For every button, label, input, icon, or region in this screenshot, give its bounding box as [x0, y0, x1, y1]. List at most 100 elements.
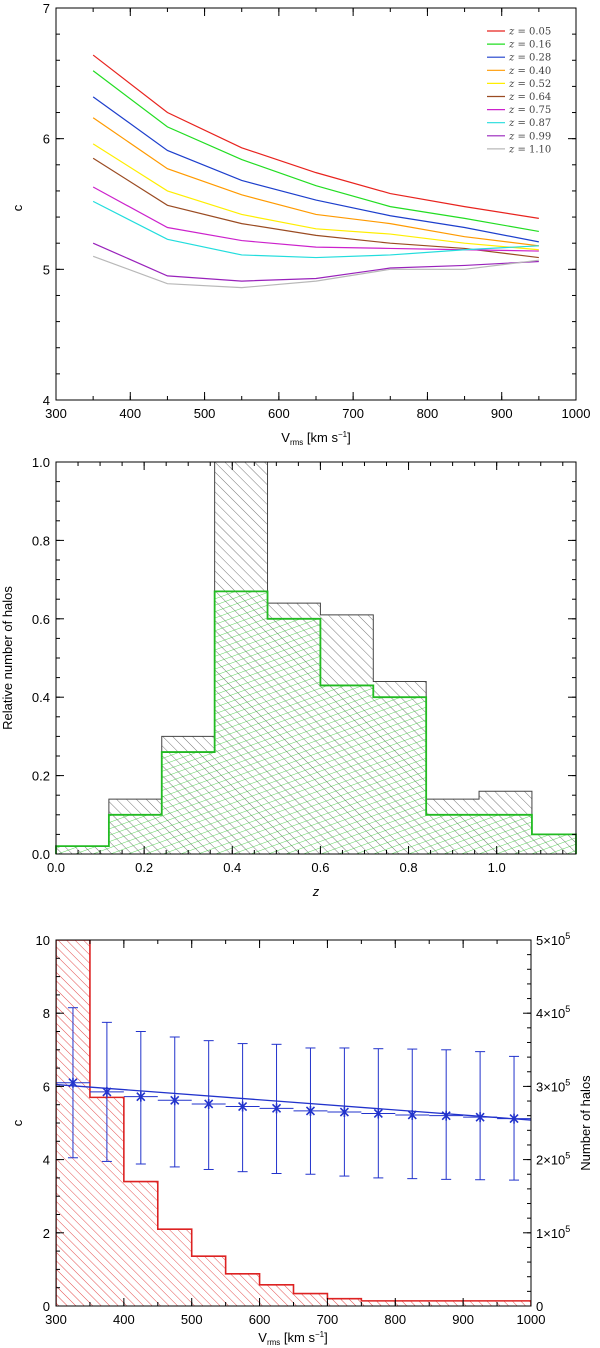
x-tick-label: 0.2: [135, 860, 153, 875]
x-tick-label: 600: [268, 406, 290, 421]
y-tick-label: 1.0: [32, 455, 50, 470]
y-tick-label: 5: [43, 262, 50, 277]
series-line: [92, 70, 539, 233]
halo-count-histogram: [56, 940, 531, 1306]
x-tick-label: 900: [452, 1312, 474, 1327]
x-axis-label: Vrms [km s−1]: [281, 430, 350, 447]
data-point-marker: [475, 1112, 485, 1123]
x-tick-label: 300: [45, 1312, 67, 1327]
legend-label: z = 0.52: [508, 79, 551, 90]
y2-tick-label: 1×105: [536, 1224, 570, 1241]
data-point-marker: [238, 1101, 248, 1112]
histogram-bar: [259, 1284, 294, 1306]
data-point-marker: [271, 1103, 282, 1114]
histogram-bar: [293, 1293, 328, 1306]
data-point-marker: [373, 1108, 383, 1119]
y-tick-label: 0.4: [32, 690, 50, 705]
histogram-bar: [320, 685, 374, 854]
histogram-bar: [327, 1298, 362, 1306]
x-axis-ticks: 0.0 0.2 0.4 0.6 0.8 1.0: [47, 462, 564, 875]
y-tick-label: 6: [43, 1079, 50, 1094]
y-axis-ticks: 4 5 6 7: [43, 1, 576, 408]
y-axis-ticks: 0 2 4 6 8 10: [36, 933, 64, 1314]
x-tick-label: 900: [491, 406, 513, 421]
legend: z = 0.05 z = 0.16 z = 0.28 z = 0.40 z = 0.52…: [487, 27, 551, 155]
legend-label: z = 0.75: [508, 105, 551, 116]
histogram-bar: [108, 814, 162, 854]
y-axis-ticks: 0.0 0.2 0.4 0.6 0.8 1.0: [32, 455, 576, 862]
data-point-marker: [170, 1095, 180, 1106]
x-tick-label: 600: [249, 1312, 271, 1327]
histogram-bar: [361, 1300, 531, 1306]
y-tick-label: 0.8: [32, 533, 50, 548]
x-tick-label: 0.0: [47, 860, 65, 875]
data-point-marker: [407, 1109, 417, 1120]
y-tick-label: 4: [43, 393, 50, 408]
legend-label: z = 0.87: [508, 118, 551, 129]
histogram-bar: [373, 697, 427, 854]
y-tick-label: 2: [43, 1226, 50, 1241]
x-tick-label: 800: [384, 1312, 406, 1327]
mean-concentration-points: [55, 1007, 532, 1181]
x-tick-label: 400: [113, 1312, 135, 1327]
data-point-marker: [441, 1110, 451, 1121]
y-tick-label: 0: [43, 1299, 50, 1314]
legend-label: z = 0.05: [508, 27, 551, 38]
histogram-bar: [157, 1229, 192, 1306]
histogram-bar: [225, 1273, 260, 1306]
y-tick-label: 8: [43, 1006, 50, 1021]
panel-concentration-and-halo-count: 300 400 500 600 700 800 900 1000 0 2 4 6 8 10 0 1×105…: [10, 931, 593, 1347]
fit-line: [55, 1083, 532, 1121]
data-point-marker: [204, 1098, 214, 1109]
x-axis-ticks: 300 400 500 600 700 800 900 1000: [45, 8, 590, 421]
y-axis-label: c: [10, 1119, 25, 1126]
x-tick-label: 800: [417, 406, 439, 421]
histogram-bar: [479, 814, 532, 854]
y-tick-label: 7: [43, 1, 50, 16]
data-point-marker: [305, 1105, 316, 1116]
y-tick-label: 10: [36, 933, 50, 948]
histogram-bar: [214, 591, 268, 854]
data-point-marker: [68, 1077, 78, 1088]
x-tick-label: 1.0: [488, 860, 506, 875]
histogram-bar: [191, 1256, 226, 1306]
y-tick-label: 6: [43, 132, 50, 147]
histogram-outline: [55, 590, 577, 854]
y2-tick-label: 4×105: [536, 1004, 570, 1021]
x-tick-label: 700: [342, 406, 364, 421]
legend-label: z = 0.40: [508, 66, 551, 77]
histogram-bars: [55, 461, 577, 854]
data-point-marker: [509, 1113, 519, 1124]
series-lines: [92, 54, 539, 289]
y-axis-label: c: [10, 204, 25, 211]
histogram-bar: [267, 618, 321, 854]
panel-redshift-histogram: 0.0 0.2 0.4 0.6 0.8 1.0 0.0 0.2 0.4 0.6 0.8 1.0 Re…: [0, 455, 577, 899]
data-point-marker: [339, 1107, 349, 1118]
y2-tick-label: 0: [536, 1299, 543, 1314]
x-tick-label: 0.8: [400, 860, 418, 875]
right-y-axis-label: Number of halos: [578, 1075, 593, 1171]
x-axis-label: z: [312, 884, 320, 899]
x-tick-label: 500: [194, 406, 216, 421]
y2-tick-label: 5×105: [536, 931, 570, 948]
x-tick-label: 0.6: [311, 860, 329, 875]
series-line: [92, 96, 539, 243]
legend-label: z = 0.16: [508, 40, 551, 51]
x-axis-ticks: 300 400 500 600 700 800 900 1000: [45, 940, 545, 1327]
y2-tick-label: 3×105: [536, 1077, 570, 1094]
legend-label: z = 0.28: [508, 53, 551, 64]
x-tick-label: 300: [45, 406, 67, 421]
x-tick-label: 1000: [517, 1312, 546, 1327]
y-tick-label: 0.6: [32, 612, 50, 627]
legend-label: z = 0.64: [508, 92, 551, 103]
data-point-marker: [102, 1086, 112, 1097]
histogram-bar: [426, 814, 480, 854]
series-line: [92, 143, 539, 251]
series-line: [92, 242, 539, 282]
series-line: [92, 200, 539, 259]
right-y-axis-ticks: 0 1×105 2×105 3×105 4×105 5×105: [523, 931, 570, 1314]
x-tick-label: 700: [317, 1312, 339, 1327]
series-line: [92, 117, 539, 247]
